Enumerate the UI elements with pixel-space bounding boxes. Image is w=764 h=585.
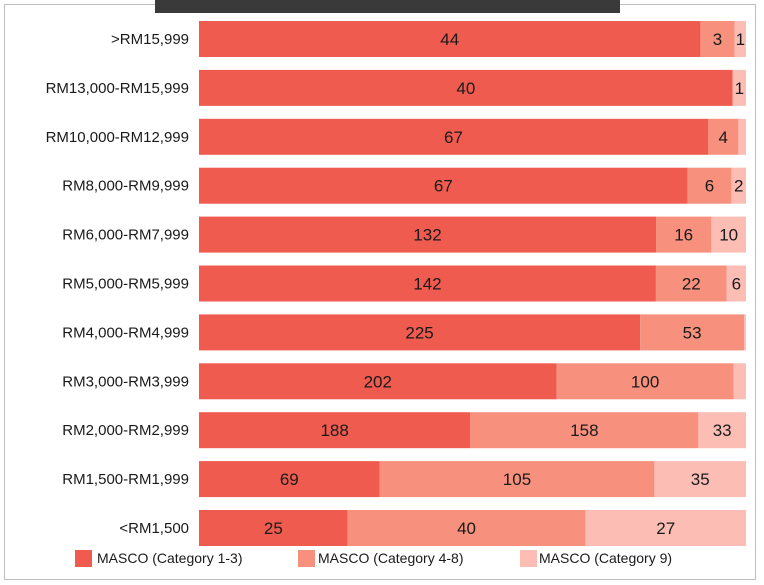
category-label: RM4,000-RM4,999 — [62, 324, 189, 341]
bar-segment — [744, 314, 746, 351]
data-label: 25 — [264, 519, 283, 538]
legend-swatch — [520, 550, 537, 567]
data-label: 33 — [713, 421, 732, 440]
data-label: 22 — [682, 275, 701, 294]
bar-segment — [199, 265, 656, 302]
data-label: 40 — [457, 519, 476, 538]
bar-segment — [199, 461, 380, 498]
data-label: 105 — [503, 470, 531, 489]
bar-segment — [708, 118, 739, 155]
bar-segment — [655, 216, 712, 253]
category-label: RM2,000-RM2,999 — [62, 422, 189, 439]
category-label: RM3,000-RM3,999 — [62, 373, 189, 390]
category-label: RM10,000-RM12,999 — [46, 129, 189, 146]
bar-segment — [726, 265, 746, 302]
data-label: 53 — [683, 323, 702, 342]
legend-swatch — [75, 550, 92, 567]
top-bar — [155, 0, 620, 13]
data-label: 10 — [719, 226, 738, 245]
category-label: RM5,000-RM5,999 — [62, 276, 189, 293]
bar-segment — [654, 461, 746, 498]
category-label: RM1,500-RM1,999 — [62, 471, 189, 488]
bar-segment — [199, 510, 348, 546]
category-label: <RM1,500 — [119, 520, 189, 537]
data-label: 1 — [736, 30, 745, 49]
data-label: 225 — [405, 323, 433, 342]
bar-segment — [199, 314, 641, 351]
bar-segment — [700, 21, 735, 57]
bar-segment — [199, 412, 471, 449]
bar-segment — [199, 21, 701, 57]
bar-segment — [738, 118, 746, 155]
category-label: RM13,000-RM15,999 — [46, 80, 189, 97]
data-label: 69 — [280, 470, 299, 489]
data-label: 40 — [456, 79, 475, 98]
data-label: 16 — [674, 226, 693, 245]
data-label: 142 — [413, 275, 441, 294]
bar-segment — [199, 69, 733, 106]
data-label: 188 — [320, 421, 348, 440]
data-label: 4 — [718, 128, 727, 147]
legend: MASCO (Category 1-3) MASCO (Category 4-8)… — [75, 550, 672, 567]
bar-segment — [733, 363, 746, 400]
bar-segment — [199, 216, 656, 253]
legend-swatch — [298, 550, 315, 567]
bar-segment — [731, 167, 746, 204]
bar-segment — [199, 167, 688, 204]
bar-segment — [470, 412, 699, 449]
bar-segment — [199, 363, 557, 400]
category-label: >RM15,999 — [111, 31, 189, 48]
legend-label: MASCO (Category 4-8) — [318, 550, 463, 566]
data-label: 100 — [631, 372, 659, 391]
category-label: RM8,000-RM9,999 — [62, 178, 189, 195]
legend-label: MASCO (Category 9) — [539, 550, 672, 566]
data-label: 6 — [705, 177, 714, 196]
data-label: 3 — [713, 30, 722, 49]
bar-segment — [732, 69, 746, 106]
bar-segment — [698, 412, 746, 449]
data-label: 2 — [734, 177, 743, 196]
bar-segment — [734, 21, 746, 57]
bar-segment — [655, 265, 727, 302]
data-label: 1 — [735, 79, 744, 98]
data-label: 67 — [434, 177, 453, 196]
bar-segment — [640, 314, 745, 351]
data-label: 132 — [413, 226, 441, 245]
bar-segment — [711, 216, 746, 253]
data-label: 44 — [440, 30, 459, 49]
bar-segment — [347, 510, 586, 546]
bar-segment — [379, 461, 655, 498]
data-label: 35 — [691, 470, 710, 489]
data-label: 6 — [732, 275, 741, 294]
data-label: 67 — [444, 128, 463, 147]
bar-segment — [687, 167, 732, 204]
bar-segment — [585, 510, 746, 546]
category-label: RM6,000-RM7,999 — [62, 227, 189, 244]
data-label: 158 — [570, 421, 598, 440]
legend-label: MASCO (Category 1-3) — [97, 550, 242, 566]
data-label: 202 — [364, 372, 392, 391]
bar-segment — [199, 118, 709, 155]
data-label: 27 — [656, 519, 675, 538]
bar-segment — [556, 363, 734, 400]
